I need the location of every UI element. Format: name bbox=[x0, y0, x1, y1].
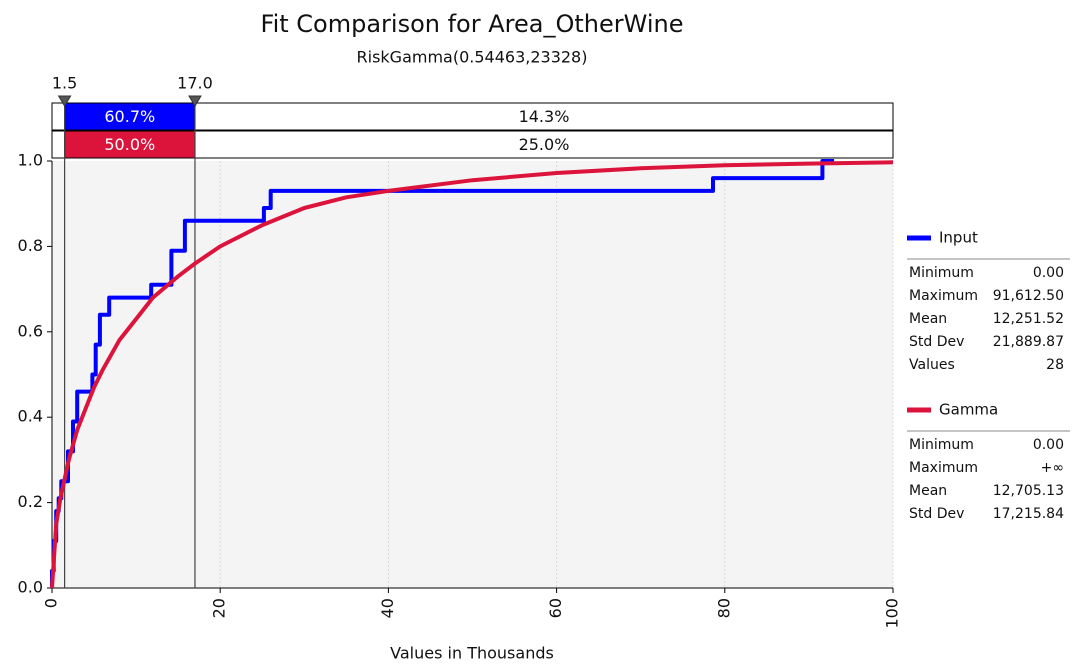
stat-value: 17,215.84 bbox=[993, 506, 1064, 522]
x-tick-label: 80 bbox=[714, 598, 733, 618]
stat-name: Maximum bbox=[909, 460, 978, 476]
x-tick-label: 0 bbox=[42, 598, 61, 608]
stat-value: 28 bbox=[1046, 357, 1064, 373]
y-tick-label: 0.4 bbox=[18, 407, 43, 426]
legend-label: Input bbox=[939, 229, 978, 247]
stat-name: Maximum bbox=[909, 288, 978, 304]
x-tick-label: 40 bbox=[378, 598, 397, 618]
stat-name: Std Dev bbox=[909, 334, 964, 350]
band-label: 60.7% bbox=[104, 107, 155, 126]
stat-name: Minimum bbox=[909, 265, 974, 281]
band-label: 14.3% bbox=[519, 107, 570, 126]
stat-value: 0.00 bbox=[1033, 265, 1064, 281]
legend-label: Gamma bbox=[939, 401, 998, 419]
stat-value: 0.00 bbox=[1033, 437, 1064, 453]
y-tick-label: 0.0 bbox=[18, 578, 43, 597]
delimiter-handle bbox=[57, 95, 72, 107]
series-line bbox=[50, 160, 894, 589]
stat-value: 21,889.87 bbox=[993, 334, 1064, 350]
y-tick-label: 0.8 bbox=[18, 236, 43, 255]
x-tick-label: 20 bbox=[210, 598, 229, 618]
stat-name: Mean bbox=[909, 311, 947, 327]
y-tick-label: 1.0 bbox=[18, 151, 43, 170]
band-label: 25.0% bbox=[519, 135, 570, 154]
x-axis-label: Values in Thousands bbox=[390, 644, 554, 663]
band-label: 50.0% bbox=[104, 135, 155, 154]
stat-name: Std Dev bbox=[909, 506, 964, 522]
x-tick-label: 60 bbox=[546, 598, 565, 618]
band-middle bbox=[64, 102, 196, 131]
stat-name: Mean bbox=[909, 483, 947, 499]
stat-value: 12,705.13 bbox=[993, 483, 1064, 499]
delimiter-label: 17.0 bbox=[177, 74, 213, 93]
stat-value: +∞ bbox=[1041, 460, 1064, 476]
y-tick-label: 0.2 bbox=[18, 492, 43, 511]
chart-subtitle: RiskGamma(0.54463,23328) bbox=[357, 48, 588, 67]
y-tick-label: 0.6 bbox=[18, 321, 43, 340]
delimiter-handle bbox=[188, 95, 202, 107]
stat-value: 12,251.52 bbox=[993, 311, 1064, 327]
x-tick-label: 100 bbox=[883, 598, 902, 629]
chart-title: Fit Comparison for Area_OtherWine bbox=[261, 10, 684, 38]
stat-name: Minimum bbox=[909, 437, 974, 453]
plot-area bbox=[52, 161, 893, 588]
delimiter-label: 1.5 bbox=[52, 74, 77, 93]
stat-name: Values bbox=[909, 357, 955, 373]
stat-value: 91,612.50 bbox=[993, 288, 1064, 304]
